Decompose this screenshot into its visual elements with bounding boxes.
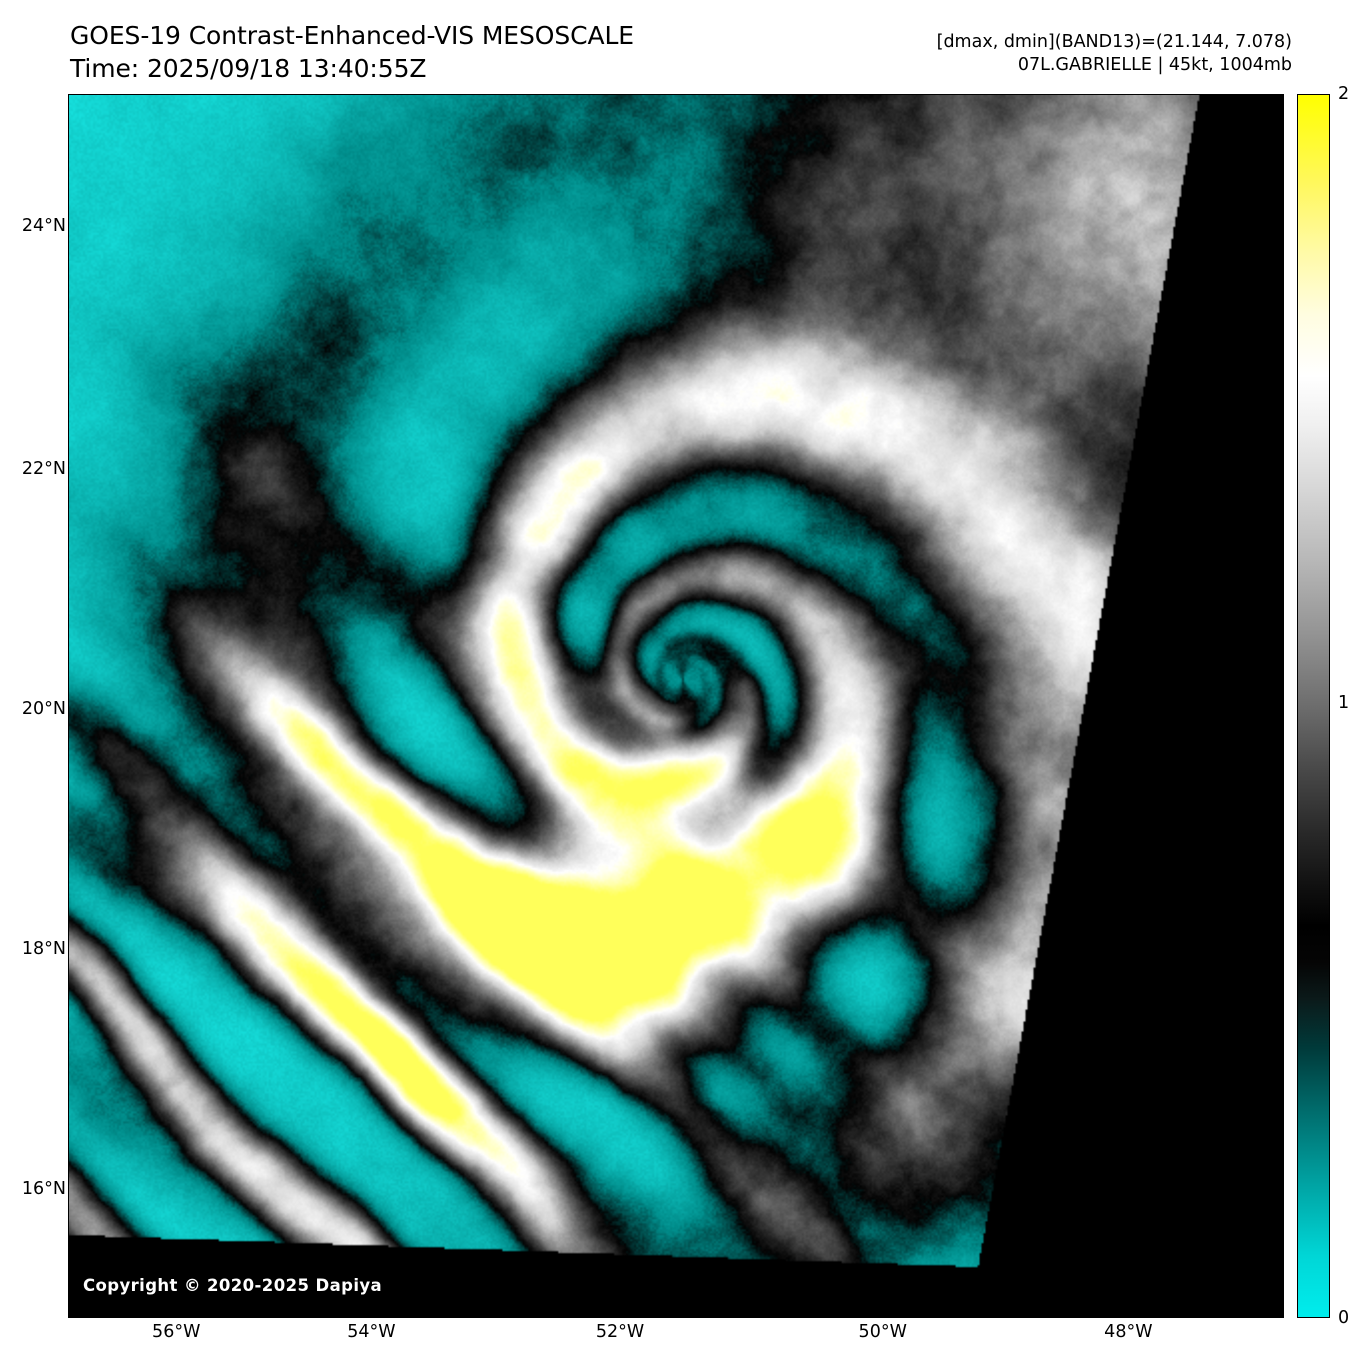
metadata-block: [dmax, dmin](BAND13)=(21.144, 7.078) 07L…	[937, 31, 1292, 77]
satellite-image-plot: Copyright © 2020-2025 Dapiya	[68, 94, 1284, 1318]
x-tick-label-50: 50°W	[858, 1322, 907, 1342]
timestamp-label: Time: 2025/09/18 13:40:55Z	[70, 53, 427, 83]
x-tick-label-52: 52°W	[595, 1322, 645, 1342]
y-tick-label-18: 18°N	[21, 938, 66, 959]
y-tick-label-22: 22°N	[21, 458, 66, 479]
dminmax-label: [dmax, dmin](BAND13)=(21.144, 7.078)	[936, 32, 1292, 52]
page-title: GOES-19 Contrast-Enhanced-VIS MESOSCALE	[70, 21, 634, 50]
y-tick-label-20: 20°N	[21, 699, 66, 720]
colorbar-tick-1: 1	[1338, 692, 1350, 713]
colorbar	[1297, 94, 1330, 1318]
x-tick-label-48: 48°W	[1104, 1322, 1153, 1342]
y-tick-label-16: 16°N	[21, 1178, 66, 1199]
colorbar-tick-2: 2	[1338, 84, 1350, 104]
x-tick-label-56: 56°W	[152, 1322, 201, 1342]
colorbar-tick-0: 0	[1338, 1308, 1350, 1328]
satellite-imagery	[69, 95, 1283, 1317]
title-block: GOES-19 Contrast-Enhanced-VIS MESOSCALE …	[70, 20, 634, 85]
y-tick-label-24: 24°N	[21, 215, 66, 236]
x-tick-label-54: 54°W	[347, 1322, 396, 1342]
storm-info-label: 07L.GABRIELLE | 45kt, 1004mb	[1017, 55, 1292, 76]
copyright-label: Copyright © 2020-2025 Dapiya	[83, 1276, 383, 1295]
